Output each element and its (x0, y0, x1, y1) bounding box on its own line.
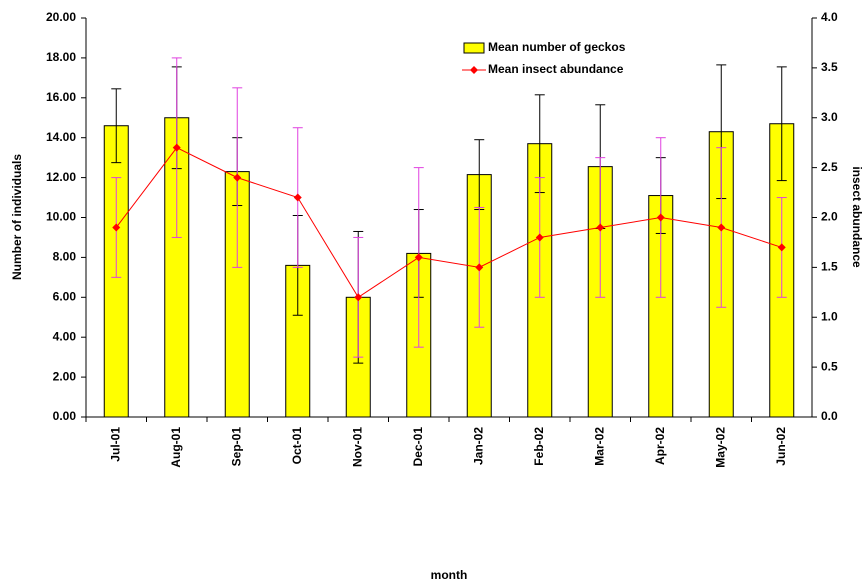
marker (233, 173, 242, 182)
x-axis-title: month (431, 568, 468, 582)
error-bar (776, 66, 787, 182)
x-tick-label: Apr-02 (653, 427, 667, 465)
marker (293, 193, 302, 202)
x-tick-label: Jun-02 (774, 427, 788, 466)
y-tick-label: 18.00 (46, 50, 76, 64)
legend-label: Mean number of geckos (488, 40, 626, 54)
y2-tick-label: 3.0 (821, 110, 838, 124)
y2-tick-label: 4.0 (821, 10, 838, 24)
y2-tick-label: 2.0 (821, 210, 838, 224)
x-tick-label: Oct-01 (290, 427, 304, 465)
x-tick-label: Jan-02 (471, 427, 485, 465)
y-tick-label: 8.00 (53, 250, 77, 264)
legend-swatch (463, 42, 485, 54)
x-tick-label: May-02 (713, 427, 727, 468)
y2-tick-label: 3.5 (821, 60, 838, 74)
x-tick-label: Sep-01 (229, 427, 243, 467)
y-tick-label: 6.00 (53, 289, 77, 303)
y-axis-title: Number of individuals (10, 154, 24, 280)
y2-tick-label: 1.0 (821, 309, 838, 323)
y-tick-label: 20.00 (46, 10, 76, 24)
y-tick-label: 16.00 (46, 90, 76, 104)
marker (535, 233, 544, 242)
y-tick-label: 2.00 (53, 369, 77, 383)
error-bar (111, 88, 122, 164)
marker (354, 293, 363, 302)
y-tick-label: 14.00 (46, 130, 76, 144)
y2-tick-label: 2.5 (821, 160, 838, 174)
x-tick-label: Feb-02 (532, 427, 546, 466)
y2-axis-title: insect abundance (850, 166, 864, 268)
x-tick-label: Jul-01 (108, 427, 122, 462)
y-tick-label: 4.00 (53, 329, 77, 343)
marker (475, 263, 484, 272)
marker (777, 243, 786, 252)
y2-tick-label: 0.0 (821, 409, 838, 423)
marker (172, 143, 181, 152)
x-tick-label: Dec-01 (411, 427, 425, 467)
y-tick-label: 10.00 (46, 210, 76, 224)
x-tick-label: Nov-01 (350, 427, 364, 467)
marker (414, 253, 423, 262)
marker (656, 213, 665, 222)
marker (596, 223, 605, 232)
legend-label: Mean insect abundance (488, 62, 624, 76)
x-tick-label: Mar-02 (592, 427, 606, 466)
y-tick-label: 0.00 (53, 409, 77, 423)
y2-tick-label: 1.5 (821, 260, 838, 274)
y2-tick-label: 0.5 (821, 359, 838, 373)
legend-marker (470, 66, 478, 74)
x-tick-label: Aug-01 (169, 427, 183, 468)
line (115, 147, 782, 299)
marker (112, 223, 121, 232)
y-tick-label: 12.00 (46, 170, 76, 184)
marker (717, 223, 726, 232)
